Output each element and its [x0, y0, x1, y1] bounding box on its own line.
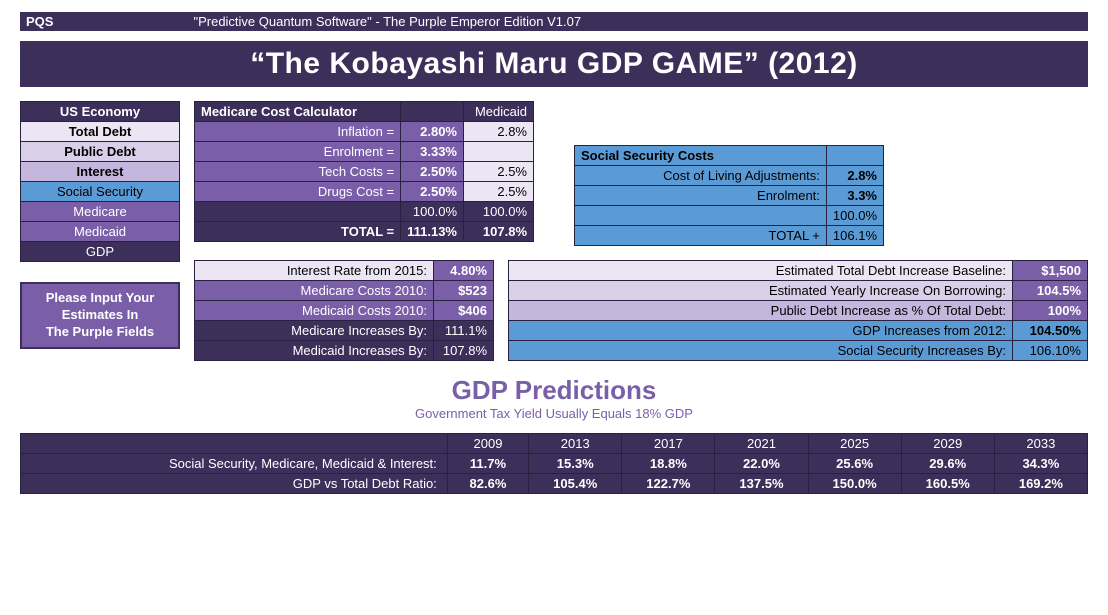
us-econ-row: GDP: [21, 242, 180, 262]
us-econ-row: Medicare: [21, 202, 180, 222]
gdp-subtitle: Government Tax Yield Usually Equals 18% …: [20, 406, 1088, 421]
gdp-predictions-table: 2009 2013 2017 2021 2025 2029 2033 Socia…: [20, 433, 1088, 494]
ss-enrolment-input[interactable]: 3.3%: [826, 186, 883, 206]
mid-left-table: Interest Rate from 2015:4.80% Medicare C…: [194, 260, 494, 361]
center-column: Medicare Cost Calculator Medicaid Inflat…: [194, 101, 1088, 361]
upper-layout: US Economy Total Debt Public Debt Intere…: [20, 101, 1088, 361]
public-debt-pct-input[interactable]: 100%: [1013, 301, 1088, 321]
gdp-increase-input[interactable]: 104.50%: [1013, 321, 1088, 341]
us-econ-row: Public Debt: [21, 142, 180, 162]
interest-rate-input[interactable]: 4.80%: [434, 261, 494, 281]
medicaid-2010-input[interactable]: $406: [434, 301, 494, 321]
medicare-2010-input[interactable]: $523: [434, 281, 494, 301]
us-economy-table: US Economy Total Debt Public Debt Intere…: [20, 101, 180, 262]
app-subtitle: "Predictive Quantum Software" - The Purp…: [193, 14, 581, 29]
mid-right-table: Estimated Total Debt Increase Baseline:$…: [508, 260, 1088, 361]
medicare-calc-table: Medicare Cost Calculator Medicaid Inflat…: [194, 101, 534, 242]
inflation-input[interactable]: 2.80%: [401, 122, 464, 142]
ss-cola-input[interactable]: 2.8%: [826, 166, 883, 186]
enrolment-input[interactable]: 3.33%: [401, 142, 464, 162]
gdp-title: GDP Predictions: [20, 375, 1088, 406]
us-econ-row: Social Security: [21, 182, 180, 202]
drugscost-input[interactable]: 2.50%: [401, 182, 464, 202]
ss-costs-title: Social Security Costs: [575, 146, 827, 166]
ss-costs-table: Social Security Costs Cost of Living Adj…: [574, 145, 884, 246]
input-instructions: Please Input Your Estimates In The Purpl…: [20, 282, 180, 349]
brand-label: PQS: [26, 14, 53, 29]
medicaid-col-header: Medicaid: [464, 102, 534, 122]
us-economy-panel: US Economy Total Debt Public Debt Intere…: [20, 101, 180, 349]
us-econ-row: Total Debt: [21, 122, 180, 142]
debt-baseline-input[interactable]: $1,500: [1013, 261, 1088, 281]
page-title: “The Kobayashi Maru GDP GAME” (2012): [20, 41, 1088, 87]
us-econ-row: Medicaid: [21, 222, 180, 242]
us-econ-row: Interest: [21, 162, 180, 182]
us-economy-header: US Economy: [21, 102, 180, 122]
techcosts-input[interactable]: 2.50%: [401, 162, 464, 182]
app-header: PQS "Predictive Quantum Software" - The …: [20, 12, 1088, 31]
medicare-calc-title: Medicare Cost Calculator: [195, 102, 401, 122]
borrow-increase-input[interactable]: 104.5%: [1013, 281, 1088, 301]
